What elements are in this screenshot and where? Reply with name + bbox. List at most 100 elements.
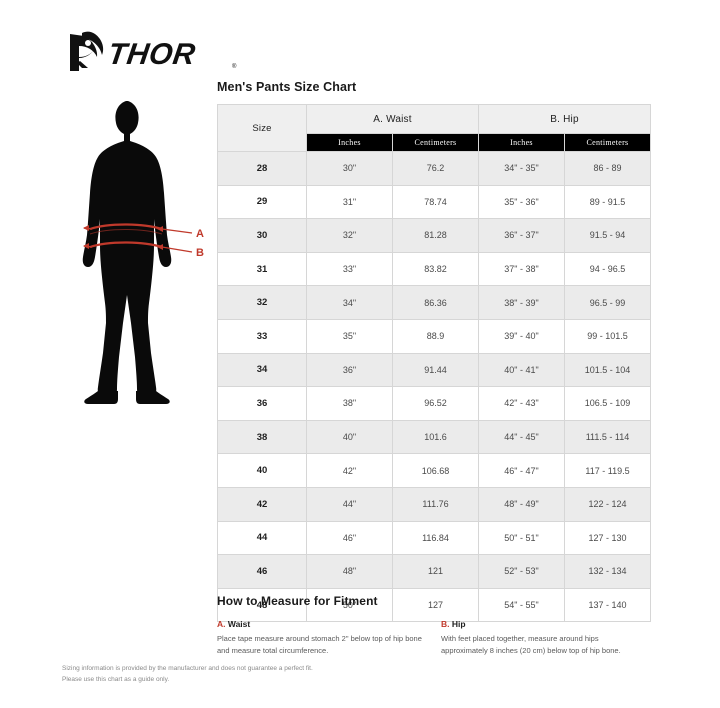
- fitment-waist-mark: A.: [217, 619, 226, 629]
- cell-size: 46: [217, 554, 307, 589]
- page-title: Men's Pants Size Chart: [217, 80, 357, 94]
- table-row: 28 30" 76.2 34" - 35" 86 - 89: [217, 151, 651, 186]
- table-body: 28 30" 76.2 34" - 35" 86 - 89 29 31" 78.74 35" -…: [217, 151, 651, 623]
- cell-waist-inches: 48": [306, 554, 393, 589]
- cell-hip-centimeters: 132 - 134: [564, 554, 651, 589]
- figure-label-b: B: [196, 247, 204, 259]
- fitment-waist-name: Waist: [227, 619, 251, 629]
- cell-hip-inches: 44" - 45": [478, 419, 565, 455]
- cell-size: 29: [217, 184, 307, 220]
- cell-hip-centimeters: 127 - 130: [564, 520, 651, 556]
- cell-hip-centimeters: 117 - 119.5: [564, 453, 651, 488]
- cell-waist-centimeters: 116.84: [392, 520, 479, 556]
- table-row: 48 50" 127 54" - 55" 137 - 140: [217, 587, 651, 623]
- table-header-sub-row: Inches Centimeters Inches Centimeters: [218, 133, 651, 152]
- cell-hip-inches: 48" - 49": [478, 486, 565, 522]
- cell-size: 33: [217, 318, 307, 354]
- table-row: 30 32" 81.28 36" - 37" 91.5 - 94: [217, 218, 651, 253]
- cell-hip-centimeters: 99 - 101.5: [564, 318, 651, 354]
- hip-measure-band: [83, 241, 193, 253]
- cell-hip-inches: 46" - 47": [478, 453, 565, 488]
- table-row: 36 38" 96.52 42" - 43" 106.5 - 109: [217, 386, 651, 421]
- fitment-item-waist: A. Waist Place tape measure around stoma…: [217, 619, 441, 656]
- cell-hip-inches: 36" - 37": [478, 218, 565, 253]
- cell-waist-inches: 30": [306, 151, 393, 186]
- cell-waist-inches: 32": [306, 218, 393, 253]
- fitment-hip-heading: B. Hip: [441, 619, 657, 629]
- table-row: 33 35" 88.9 39" - 40" 99 - 101.5: [217, 318, 651, 354]
- cell-waist-inches: 36": [306, 352, 393, 388]
- fitment-item-hip: B. Hip With feet placed together, measur…: [441, 619, 657, 656]
- cell-waist-centimeters: 96.52: [392, 386, 479, 421]
- cell-waist-centimeters: 88.9: [392, 318, 479, 354]
- cell-hip-centimeters: 111.5 - 114: [564, 419, 651, 455]
- cell-waist-inches: 34": [306, 285, 393, 320]
- cell-hip-centimeters: 137 - 140: [564, 587, 651, 623]
- cell-hip-inches: 42" - 43": [478, 386, 565, 421]
- cell-size: 36: [217, 386, 307, 421]
- table-row: 44 46" 116.84 50" - 51" 127 - 130: [217, 520, 651, 556]
- cell-waist-centimeters: 76.2: [392, 151, 479, 186]
- cell-waist-centimeters: 101.6: [392, 419, 479, 455]
- cell-hip-centimeters: 94 - 96.5: [564, 251, 651, 287]
- cell-hip-inches: 40" - 41": [478, 352, 565, 388]
- table-row: 31 33" 83.82 37" - 38" 94 - 96.5: [217, 251, 651, 287]
- measurement-figure: A B: [70, 95, 215, 410]
- cell-hip-inches: 39" - 40": [478, 318, 565, 354]
- table-row: 42 44" 111.76 48" - 49" 122 - 124: [217, 486, 651, 522]
- table-row: 46 48" 121 52" - 53" 132 - 134: [217, 554, 651, 589]
- cell-hip-inches: 54" - 55": [478, 587, 565, 623]
- figure-label-a: A: [196, 228, 204, 240]
- fitment-hip-text: With feet placed together, measure aroun…: [441, 634, 621, 655]
- fitment-title: How to Measure for Fitment: [217, 594, 378, 608]
- waist-measure-band: [83, 223, 193, 235]
- cell-waist-centimeters: 81.28: [392, 218, 479, 253]
- disclaimer-line-1: Sizing information is provided by the ma…: [62, 665, 313, 672]
- disclaimer: Sizing information is provided by the ma…: [62, 663, 313, 685]
- cell-size: 31: [217, 251, 307, 287]
- table-row: 32 34" 86.36 38" - 39" 96.5 - 99: [217, 285, 651, 320]
- cell-hip-centimeters: 122 - 124: [564, 486, 651, 522]
- cell-hip-inches: 50" - 51": [478, 520, 565, 556]
- cell-waist-centimeters: 121: [392, 554, 479, 589]
- cell-hip-inches: 34" - 35": [478, 151, 565, 186]
- cell-waist-centimeters: 111.76: [392, 486, 479, 522]
- column-header-size: Size: [217, 104, 307, 152]
- cell-size: 40: [217, 453, 307, 488]
- cell-hip-inches: 38" - 39": [478, 285, 565, 320]
- subheader-waist-centimeters: Centimeters: [392, 133, 479, 152]
- svg-text:®: ®: [232, 63, 237, 70]
- table-row: 29 31" 78.74 35" - 36" 89 - 91.5: [217, 184, 651, 220]
- silhouette-shape: [82, 101, 172, 404]
- cell-size: 38: [217, 419, 307, 455]
- disclaimer-line-2: Please use this chart as a guide only.: [62, 676, 170, 684]
- subheader-waist-inches: Inches: [306, 133, 393, 152]
- cell-hip-centimeters: 89 - 91.5: [564, 184, 651, 220]
- cell-size: 34: [217, 352, 307, 388]
- cell-waist-inches: 31": [306, 184, 393, 220]
- brand-logo: THOR ®: [62, 28, 252, 76]
- cell-waist-inches: 38": [306, 386, 393, 421]
- svg-text:THOR: THOR: [106, 38, 198, 71]
- fitment-hip-mark: B.: [441, 619, 450, 629]
- cell-waist-centimeters: 106.68: [392, 453, 479, 488]
- cell-waist-inches: 42": [306, 453, 393, 488]
- column-header-hip: B. Hip: [478, 104, 651, 134]
- cell-hip-inches: 52" - 53": [478, 554, 565, 589]
- cell-hip-inches: 37" - 38": [478, 251, 565, 287]
- cell-waist-inches: 40": [306, 419, 393, 455]
- male-silhouette-diagram: A B: [82, 101, 204, 404]
- cell-hip-centimeters: 86 - 89: [564, 151, 651, 186]
- cell-size: 44: [217, 520, 307, 556]
- cell-waist-centimeters: 91.44: [392, 352, 479, 388]
- cell-hip-centimeters: 96.5 - 99: [564, 285, 651, 320]
- cell-waist-inches: 50": [306, 587, 393, 623]
- cell-waist-inches: 46": [306, 520, 393, 556]
- table-row: 38 40" 101.6 44" - 45" 111.5 - 114: [217, 419, 651, 455]
- subheader-hip-centimeters: Centimeters: [564, 133, 651, 152]
- cell-hip-centimeters: 91.5 - 94: [564, 218, 651, 253]
- fitment-section: How to Measure for Fitment A. Waist Plac…: [217, 594, 657, 656]
- table-row: 40 42" 106.68 46" - 47" 117 - 119.5: [217, 453, 651, 488]
- fitment-waist-heading: A. Waist: [217, 619, 441, 629]
- table-header-group-row: Size A. Waist B. Hip: [217, 104, 651, 152]
